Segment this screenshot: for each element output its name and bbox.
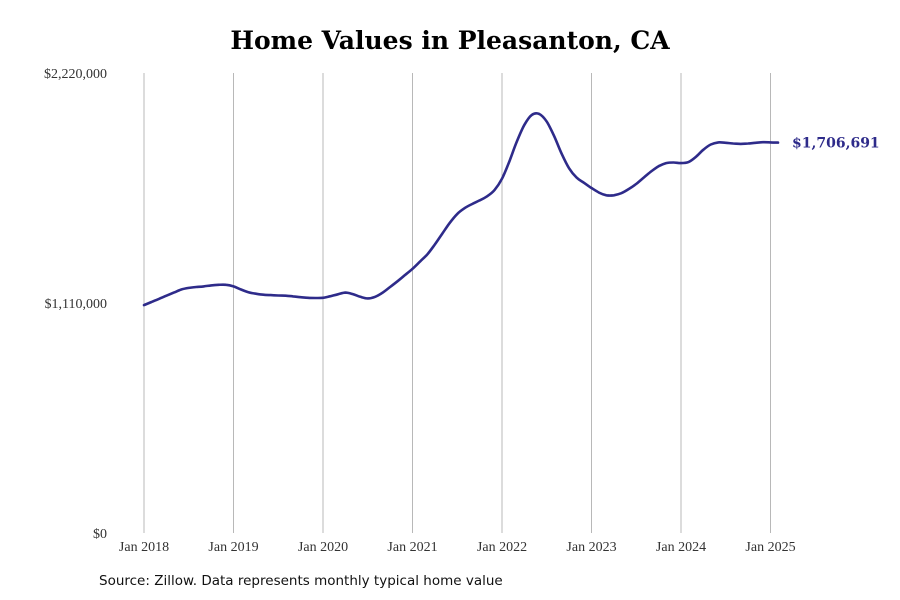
x-tick-label: Jan 2022 bbox=[477, 540, 527, 555]
x-tick-label: Jan 2021 bbox=[387, 540, 437, 555]
source-note: Source: Zillow. Data represents monthly … bbox=[99, 573, 503, 589]
y-tick-label: $2,220,000 bbox=[44, 67, 107, 82]
series-line bbox=[142, 112, 780, 307]
x-tick-label: Jan 2023 bbox=[566, 540, 616, 555]
x-tick-label: Jan 2024 bbox=[656, 540, 706, 555]
x-tick-label: Jan 2019 bbox=[208, 540, 258, 555]
x-tick-label: Jan 2020 bbox=[298, 540, 348, 555]
x-tick-label: Jan 2018 bbox=[119, 540, 169, 555]
end-value-label: $1,706,691 bbox=[792, 136, 880, 152]
chart-title: Home Values in Pleasanton, CA bbox=[230, 26, 670, 55]
y-tick-label: $0 bbox=[93, 527, 107, 542]
y-tick-label: $1,110,000 bbox=[45, 297, 107, 312]
x-tick-label: Jan 2025 bbox=[745, 540, 795, 555]
